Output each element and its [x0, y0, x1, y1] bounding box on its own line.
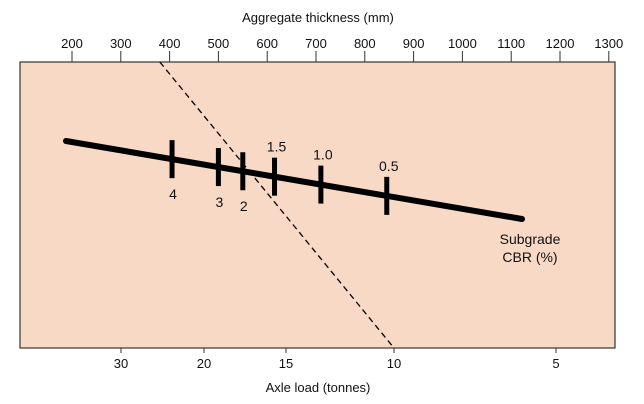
cbr-mark-label: 1.5 [267, 139, 287, 155]
top-tick-label: 900 [403, 36, 425, 51]
cbr-mark-label: 2 [240, 198, 248, 214]
bottom-axis-tick-labels: 30 20 15 10 5 [114, 356, 560, 371]
bottom-axis-tick-marks [120, 348, 557, 353]
cbr-mark-label: 4 [169, 186, 177, 202]
subgrade-cbr-line [63, 138, 525, 222]
bottom-tick-label: 15 [279, 356, 293, 371]
top-tick-label: 400 [159, 36, 181, 51]
top-tick-label: 1000 [448, 36, 477, 51]
top-tick-label: 700 [305, 36, 327, 51]
bottom-tick-label: 10 [387, 356, 401, 371]
cbr-mark-label: 3 [216, 194, 224, 210]
top-tick-label: 500 [208, 36, 230, 51]
top-tick-label: 800 [354, 36, 376, 51]
top-axis-tick-marks [71, 51, 610, 62]
cbr-mark-label: 1.0 [313, 147, 333, 163]
top-tick-label: 1200 [546, 36, 575, 51]
top-axis-tick-labels: 200 300 400 500 600 700 800 900 1000 1100 1200 1300 [61, 36, 623, 51]
top-tick-label: 600 [256, 36, 278, 51]
example-dashed-line [159, 61, 395, 349]
top-tick-label: 1100 [497, 36, 525, 51]
top-tick-label: 200 [61, 36, 83, 51]
cbr-mark-label: 0.5 [379, 158, 399, 174]
bottom-tick-label: 20 [197, 356, 211, 371]
top-tick-label: 300 [110, 36, 132, 51]
bottom-tick-label: 30 [114, 356, 128, 371]
subgrade-label-line1: Subgrade [500, 231, 561, 247]
top-tick-label: 1300 [594, 36, 623, 51]
top-axis-label: Aggregate thickness (mm) [242, 10, 394, 25]
plot-area [19, 61, 616, 349]
cbr-scale-marks: 4 3 2 1.5 1.0 0.5 [169, 139, 399, 215]
bottom-axis-label: Axle load (tonnes) [266, 380, 371, 395]
subgrade-label-line2: CBR (%) [502, 249, 557, 265]
bottom-tick-label: 5 [552, 356, 559, 371]
